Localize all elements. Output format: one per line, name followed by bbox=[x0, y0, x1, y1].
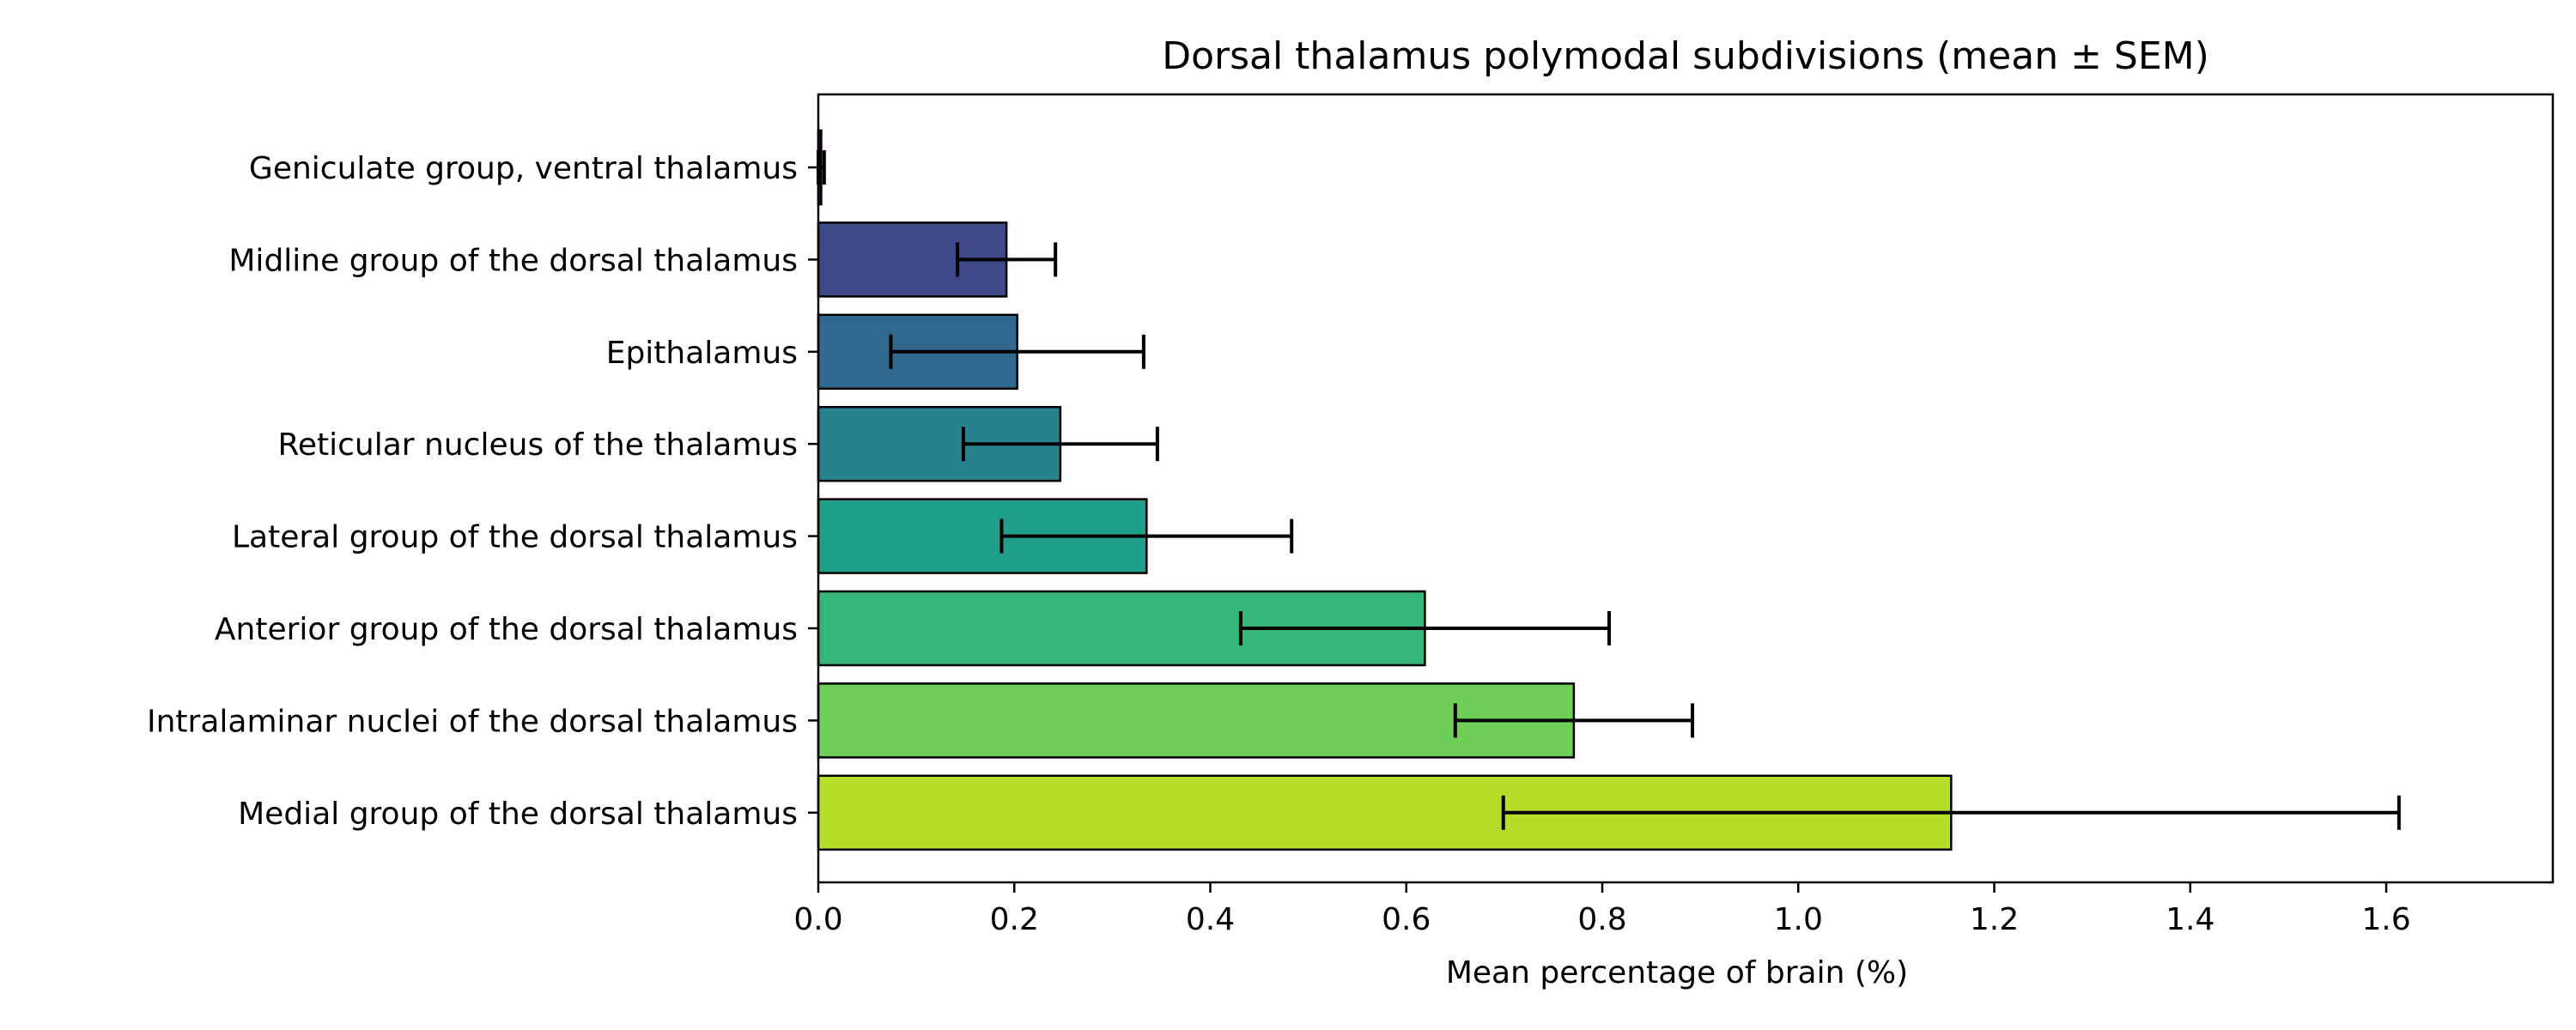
chart-title: Dorsal thalamus polymodal subdivisions (… bbox=[1162, 34, 2209, 78]
y-tick-label: Lateral group of the dorsal thalamus bbox=[232, 520, 798, 555]
x-tick-label: 0.0 bbox=[793, 902, 842, 937]
x-tick-label: 0.4 bbox=[1186, 902, 1235, 937]
plot-frame bbox=[817, 93, 2555, 884]
error-bars-group bbox=[817, 150, 2401, 830]
x-tick-label: 1.0 bbox=[1774, 902, 1823, 937]
y-tick-label: Midline group of the dorsal thalamus bbox=[228, 243, 798, 278]
y-tick-label: Medial group of the dorsal thalamus bbox=[238, 797, 798, 832]
x-tick-label: 1.6 bbox=[2361, 902, 2410, 937]
x-tick-label: 0.8 bbox=[1577, 902, 1626, 937]
x-axis-ticks: 0.0 0.2 0.4 0.6 0.8 1.0 1.2 1.4 1.6 bbox=[793, 882, 2411, 937]
y-tick-label: Anterior group of the dorsal thalamus bbox=[215, 612, 798, 647]
y-tick-label: Epithalamus bbox=[606, 336, 798, 371]
x-tick-label: 1.2 bbox=[1970, 902, 2019, 937]
y-tick-label: Reticular nucleus of the thalamus bbox=[277, 427, 798, 463]
x-tick-label: 1.4 bbox=[2166, 902, 2215, 937]
x-axis-label: Mean percentage of brain (%) bbox=[1446, 955, 1908, 991]
y-tick-label: Geniculate group, ventral thalamus bbox=[249, 151, 798, 186]
bars-group bbox=[817, 129, 1953, 851]
y-axis-ticks: Geniculate group, ventral thalamus Midlin… bbox=[147, 151, 818, 832]
x-tick-label: 0.2 bbox=[990, 902, 1039, 937]
y-tick-label: Intralaminar nuclei of the dorsal thalam… bbox=[147, 704, 798, 739]
bar bbox=[817, 682, 1576, 759]
x-tick-label: 0.6 bbox=[1382, 902, 1431, 937]
